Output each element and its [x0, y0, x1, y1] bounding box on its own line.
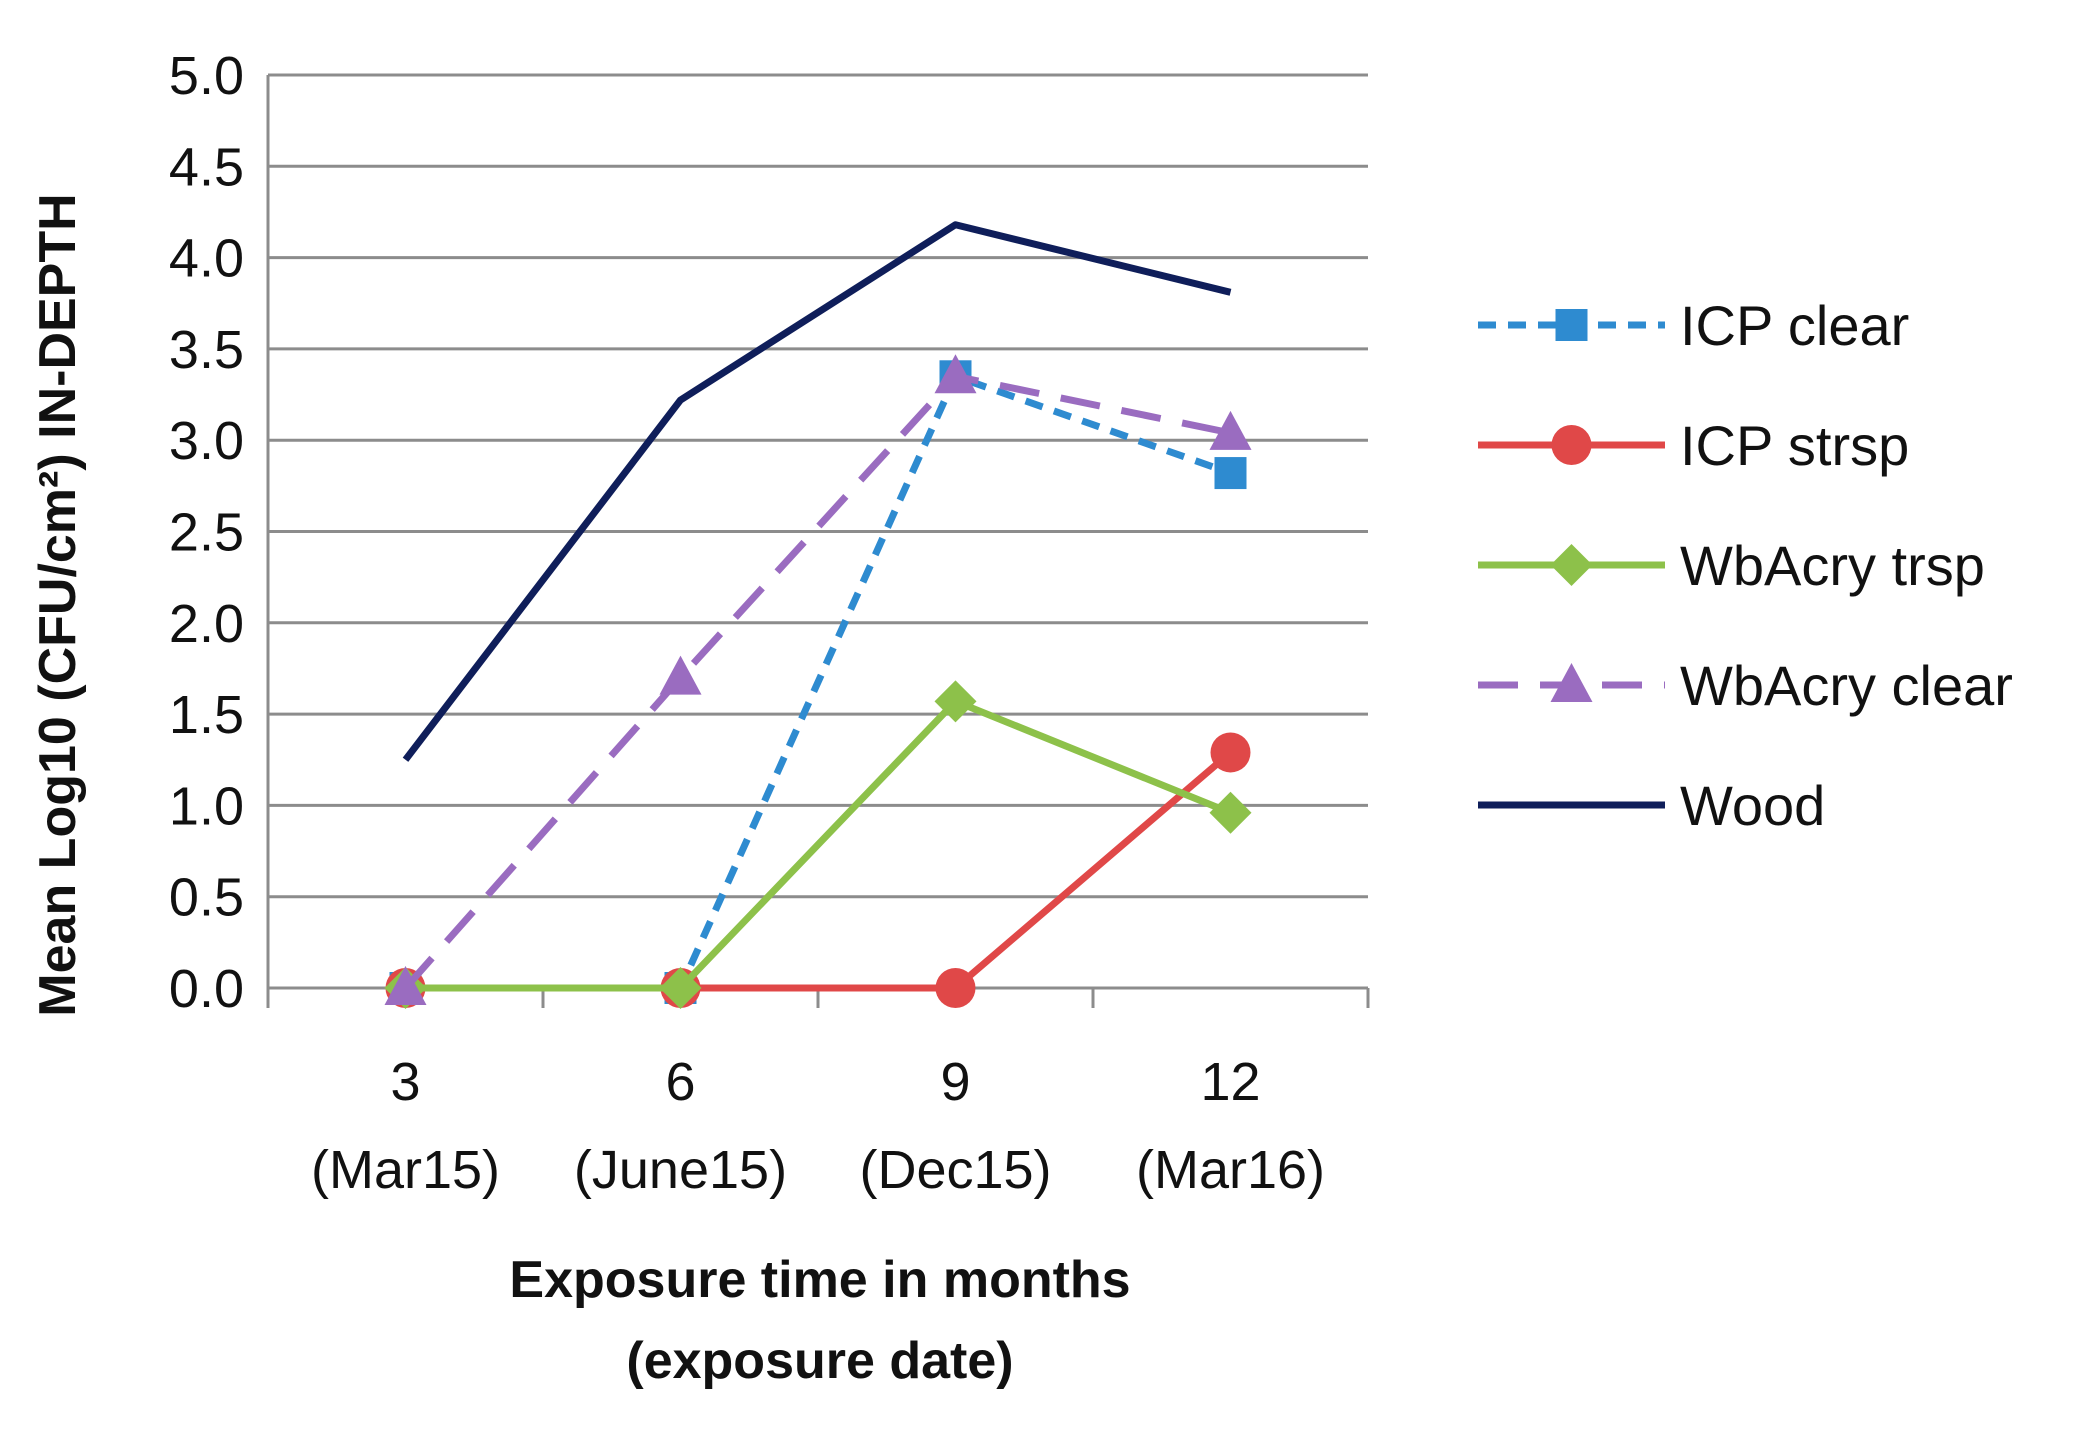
gridlines — [268, 73, 1368, 990]
legend-label: Wood — [1680, 774, 1825, 837]
y-tick-label: 2.0 — [169, 594, 244, 654]
data-point-icp-strsp — [1210, 732, 1251, 773]
legend-label: WbAcry trsp — [1680, 534, 1985, 597]
x-tick-label-date: (June15) — [574, 1140, 787, 1200]
legend-marker-icp-strsp — [1551, 425, 1592, 465]
y-tick-label: 2.5 — [169, 503, 244, 563]
x-tick-label-month: 12 — [1200, 1052, 1260, 1112]
y-tick-label: 1.5 — [169, 685, 244, 745]
legend-marker-wbacry-trsp — [1550, 544, 1593, 586]
legend-marker-wbacry-clear — [1550, 663, 1593, 702]
data-point-wbacry-trsp — [934, 680, 977, 723]
legend-marker-icp-clear — [1555, 309, 1588, 341]
x-tick-label-date: (Dec15) — [859, 1140, 1051, 1200]
data-point-icp-strsp — [935, 968, 976, 1008]
y-tick-label: 3.5 — [169, 320, 244, 380]
legend-item-wood[interactable]: Wood — [1478, 774, 1825, 837]
x-tick-label-month: 9 — [940, 1052, 970, 1112]
series-lines — [384, 221, 1252, 1009]
legend[interactable]: ICP clear ICP strsp WbAcry trsp WbAcry clea… — [1478, 294, 2013, 837]
legend-label: ICP strsp — [1680, 414, 1909, 477]
y-tick-label: 3.0 — [169, 411, 244, 471]
data-point-icp-clear — [1214, 457, 1247, 490]
data-point-wbacry-clear — [384, 966, 427, 1005]
data-point-wbacry-clear — [659, 655, 702, 695]
y-tick-labels: 0.0 0.5 1.0 1.5 2.0 2.5 3.0 3.5 4.0 4.5 5.0 — [169, 46, 244, 1019]
legend-label: ICP clear — [1680, 294, 1909, 357]
y-tick-label: 0.0 — [169, 959, 244, 1019]
y-axis-title: Mean Log10 (CFU/cm²) IN-DEPTH — [29, 193, 87, 1016]
data-point-wbacry-clear — [934, 354, 977, 394]
x-tick-labels: 3 (Mar15) 6 (June15) 9 (Dec15) 12 (Mar16) — [311, 1052, 1325, 1200]
y-tick-label: 4.0 — [169, 229, 244, 289]
legend-item-icp-strsp[interactable]: ICP strsp — [1478, 414, 1909, 477]
legend-item-icp-clear[interactable]: ICP clear — [1478, 294, 1909, 357]
series-line-wood — [402, 221, 1232, 762]
axes — [266, 75, 1370, 1008]
x-tick-label-month: 3 — [390, 1052, 420, 1112]
x-axis-title-line-1: Exposure time in months — [509, 1251, 1130, 1309]
x-tick-label-date: (Mar16) — [1136, 1140, 1325, 1200]
y-tick-label: 0.5 — [169, 868, 244, 928]
legend-label: WbAcry clear — [1680, 654, 2013, 717]
x-tick-label-month: 6 — [665, 1052, 695, 1112]
series-line-wbacry-clear — [402, 372, 1232, 991]
x-axis-title-line-2: (exposure date) — [626, 1332, 1013, 1390]
legend-item-wbacry-trsp[interactable]: WbAcry trsp — [1478, 534, 1985, 597]
legend-item-wbacry-clear[interactable]: WbAcry clear — [1478, 654, 2013, 717]
data-point-wbacry-clear — [1209, 410, 1252, 450]
y-tick-label: 1.0 — [169, 776, 244, 836]
y-tick-label: 5.0 — [169, 46, 244, 106]
data-point-wbacry-trsp — [1209, 791, 1252, 834]
series-line-icp-strsp — [405, 749, 1233, 992]
data-point-wbacry-trsp — [659, 967, 702, 1009]
x-tick-label-date: (Mar15) — [311, 1140, 500, 1200]
series-line-wbacry-trsp — [405, 697, 1232, 992]
y-tick-label: 4.5 — [169, 137, 244, 197]
